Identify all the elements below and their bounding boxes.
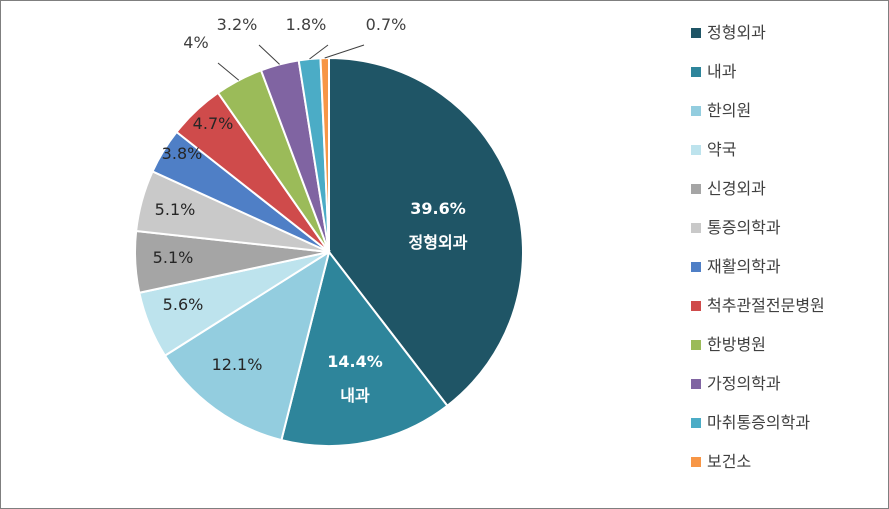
legend-swatch bbox=[691, 145, 701, 155]
legend-label: 한방병원 bbox=[707, 335, 766, 354]
leader-line-보건소 bbox=[324, 44, 365, 59]
leader-line-가정의학과 bbox=[258, 44, 280, 65]
legend-label: 가정의학과 bbox=[707, 374, 781, 393]
legend-label: 신경외과 bbox=[707, 179, 766, 198]
category-label-정형외과: 정형외과 bbox=[409, 233, 468, 252]
legend-swatch bbox=[691, 262, 701, 272]
legend-swatch bbox=[691, 457, 701, 467]
legend-label: 보건소 bbox=[707, 452, 752, 471]
legend-swatch bbox=[691, 379, 701, 389]
legend-swatch bbox=[691, 106, 701, 116]
slice-정형외과 bbox=[328, 56, 524, 408]
data-label-약국: 5.6% bbox=[163, 295, 204, 314]
data-label-척추관절전문병원: 4.7% bbox=[193, 114, 234, 133]
data-label-마취통증의학과: 1.8% bbox=[286, 15, 327, 34]
data-label-내과: 14.4% bbox=[327, 352, 383, 371]
legend-swatch bbox=[691, 301, 701, 311]
legend-label: 약국 bbox=[707, 140, 737, 159]
legend-label: 마취통증의학과 bbox=[707, 413, 811, 432]
legend-swatch bbox=[691, 340, 701, 350]
data-label-한의원: 12.1% bbox=[212, 355, 263, 374]
legend-swatch bbox=[691, 418, 701, 428]
legend-swatch bbox=[691, 223, 701, 233]
legend-label: 정형외과 bbox=[707, 23, 766, 42]
legend-label: 척추관절전문병원 bbox=[707, 296, 825, 315]
legend-swatch bbox=[691, 184, 701, 194]
data-label-통증의학과: 5.1% bbox=[155, 200, 196, 219]
legend-label: 내과 bbox=[707, 62, 737, 81]
data-label-가정의학과: 3.2% bbox=[217, 15, 258, 34]
data-label-보건소: 0.7% bbox=[366, 15, 407, 34]
slice-내과 bbox=[280, 249, 449, 447]
legend-label: 통증의학과 bbox=[707, 218, 781, 237]
data-label-한방병원: 4% bbox=[183, 33, 208, 52]
data-label-재활의학과: 3.8% bbox=[162, 144, 203, 163]
leader-line-마취통증의학과 bbox=[309, 44, 329, 60]
leader-line-한방병원 bbox=[217, 62, 240, 81]
legend-swatch bbox=[691, 28, 701, 38]
slice-한의원 bbox=[163, 249, 331, 442]
legend-swatch bbox=[691, 67, 701, 77]
legend-label: 한의원 bbox=[707, 101, 752, 120]
data-label-정형외과: 39.6% bbox=[410, 199, 466, 218]
category-label-내과: 내과 bbox=[340, 386, 370, 405]
legend-label: 재활의학과 bbox=[707, 257, 781, 276]
data-label-신경외과: 5.1% bbox=[153, 248, 194, 267]
